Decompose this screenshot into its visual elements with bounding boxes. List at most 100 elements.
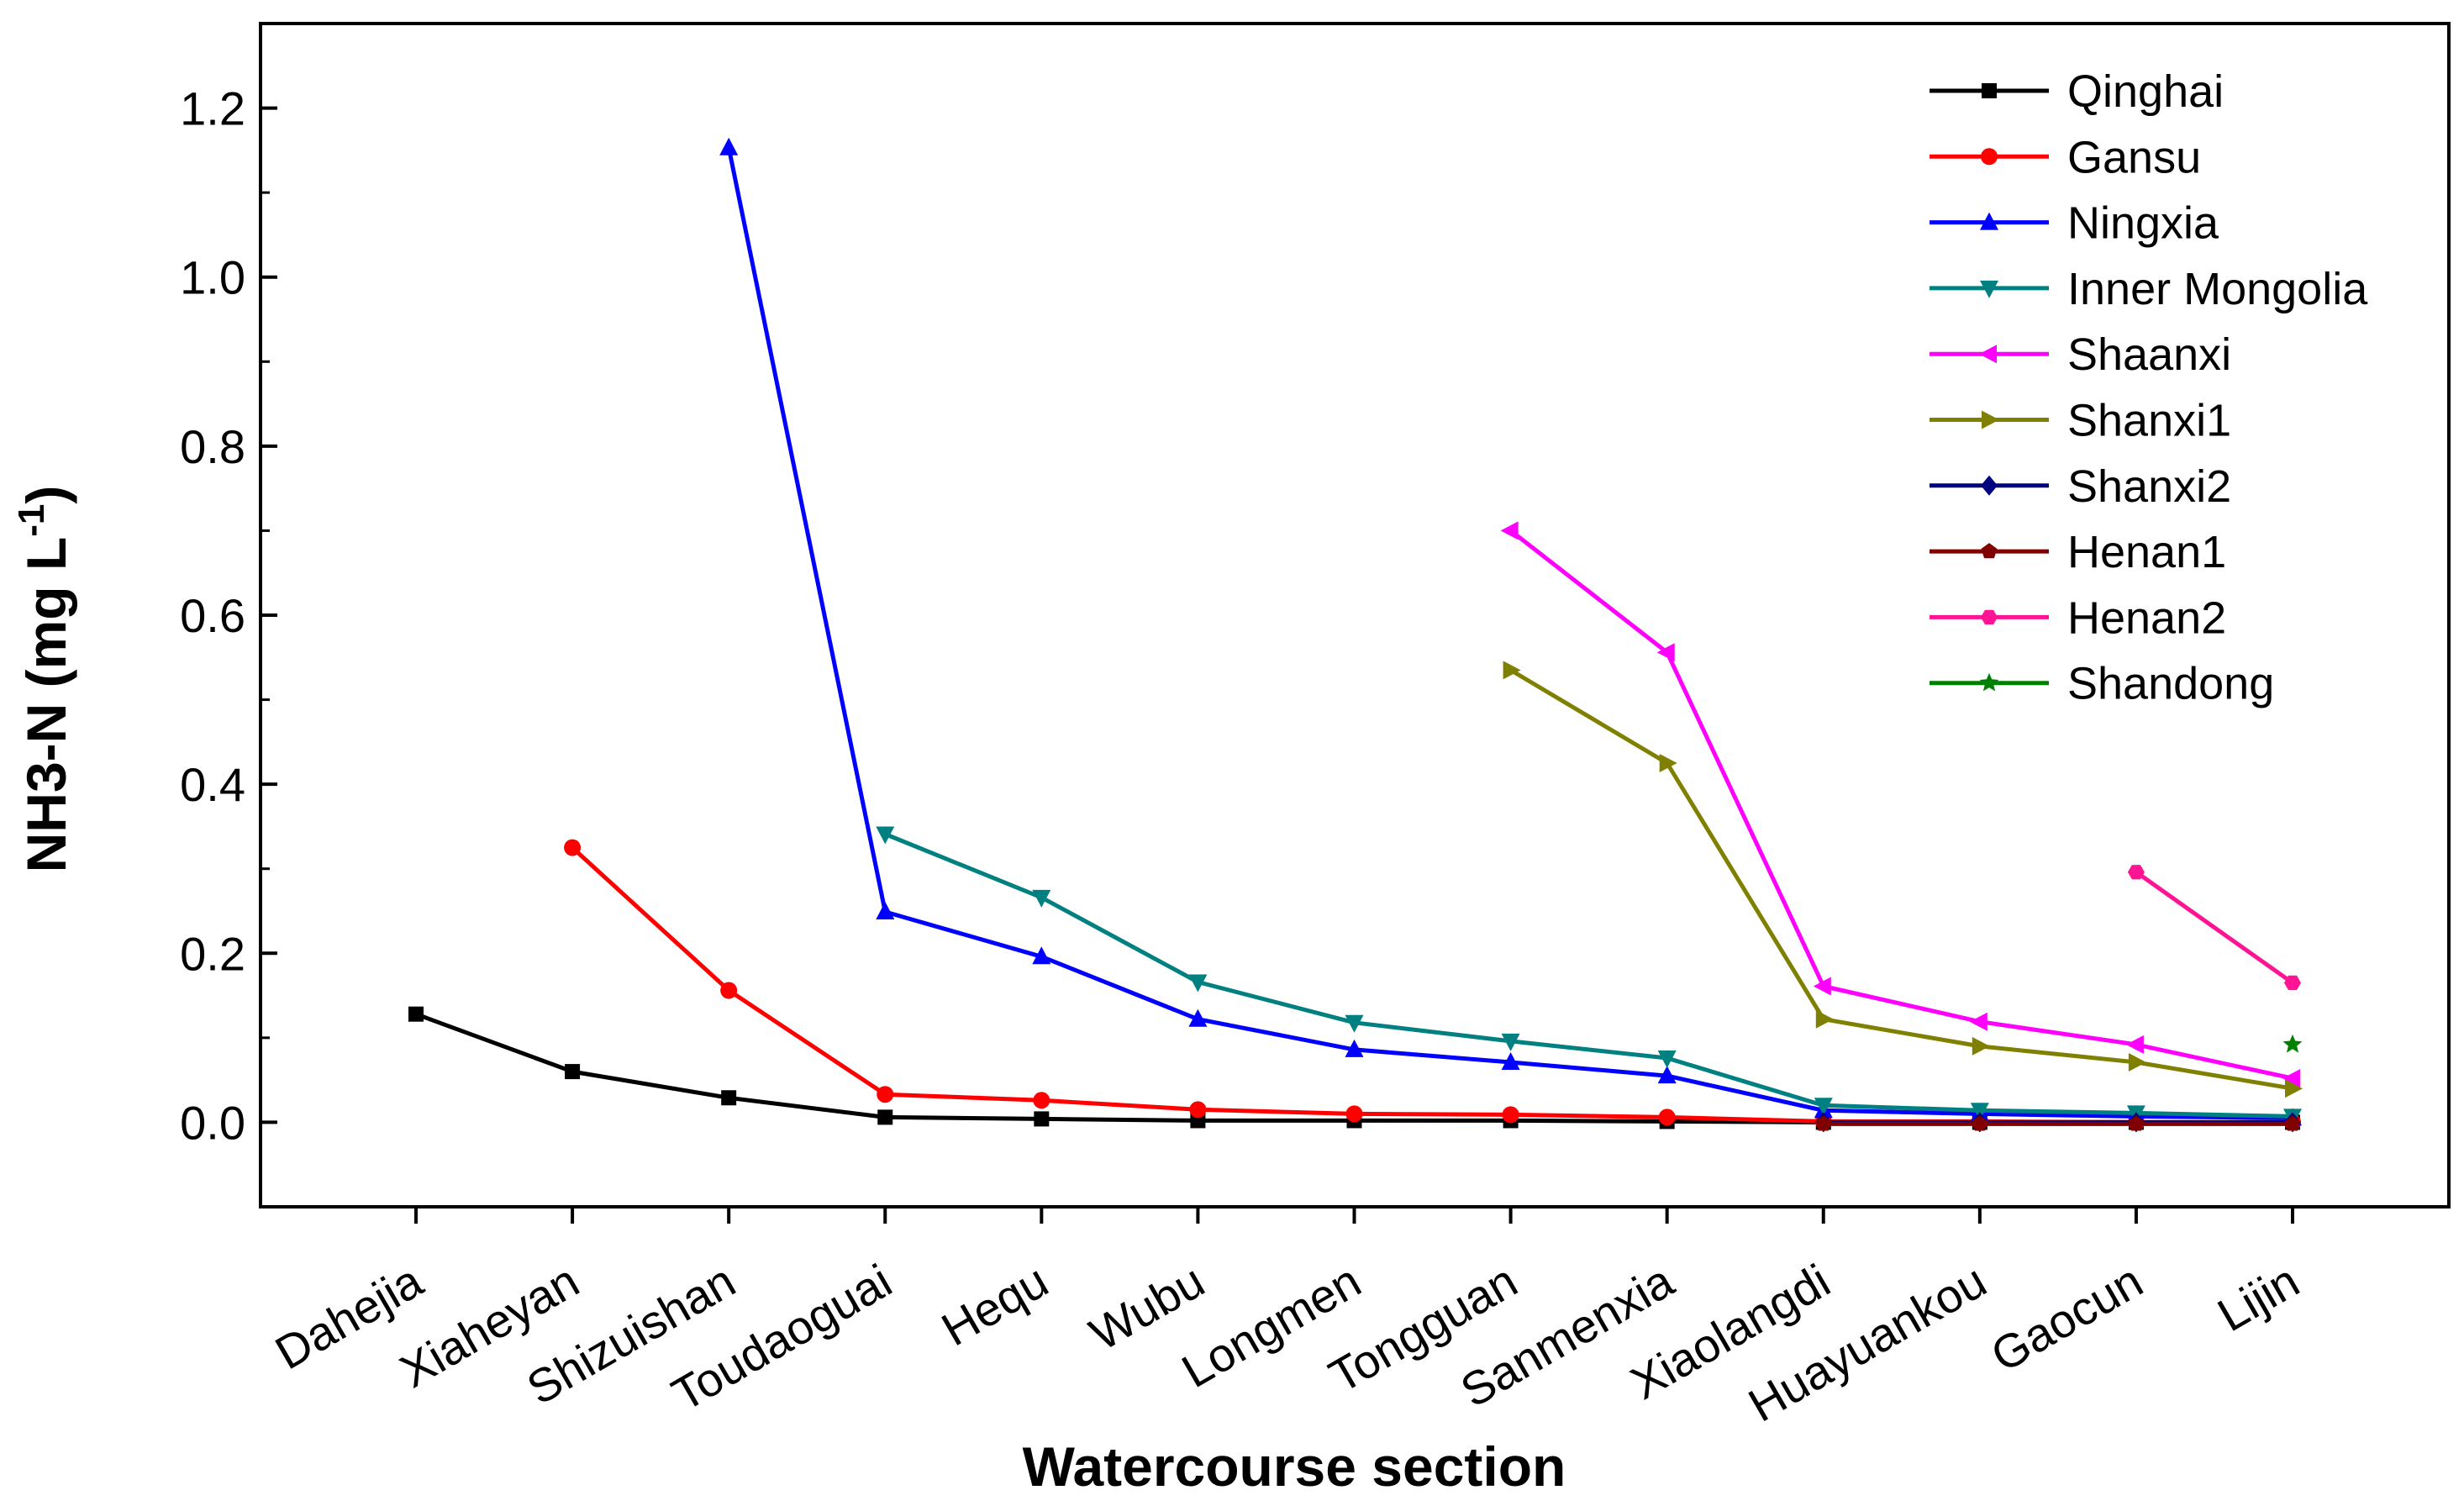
data-point-inner-mongolia — [1032, 889, 1051, 908]
legend-label-gansu: Gansu — [2067, 132, 2201, 182]
data-point-ningxia — [719, 137, 739, 155]
legend-marker-henan1 — [1981, 543, 1998, 559]
data-point-inner-mongolia — [1970, 1103, 1989, 1121]
data-point-ningxia — [1501, 1052, 1520, 1070]
data-point-henan1 — [2128, 1115, 2145, 1131]
legend-marker-gansu — [1981, 148, 1998, 166]
series-layer — [408, 137, 2303, 1133]
data-point-ningxia — [1032, 946, 1051, 965]
data-point-inner-mongolia — [876, 826, 895, 845]
series-inner-mongolia — [876, 826, 2302, 1127]
data-point-shaanxi — [1500, 521, 1519, 540]
series-line-shaanxi — [1509, 529, 2293, 1081]
data-point-gansu — [1658, 1108, 1676, 1126]
data-point-shanxi1 — [1815, 1009, 1834, 1029]
legend-label-ningxia: Ningxia — [2067, 198, 2219, 249]
data-point-inner-mongolia — [1657, 1051, 1677, 1068]
legend-label-inner-mongolia: Inner Mongolia — [2067, 264, 2368, 314]
data-point-henan1 — [1815, 1115, 1832, 1131]
data-point-gansu — [720, 982, 738, 999]
x-axis-title: Watercourse section — [1023, 1435, 1566, 1498]
data-point-shaanxi — [1969, 1012, 1988, 1031]
legend-item-inner-mongolia: Inner Mongolia — [1930, 264, 2368, 314]
data-point-gansu — [1502, 1106, 1519, 1124]
data-point-inner-mongolia — [1814, 1098, 1833, 1116]
data-point-shaanxi — [1813, 977, 1831, 996]
legend-item-shanxi1: Shanxi1 — [1930, 396, 2231, 446]
y-axis-title-superscript: -1 — [11, 504, 52, 537]
legend-marker-shanxi1 — [1982, 410, 1999, 429]
data-point-qinghai — [408, 1006, 424, 1022]
data-point-henan2 — [2127, 865, 2145, 880]
series-henan1 — [1815, 1115, 2301, 1131]
data-point-shaanxi — [2282, 1069, 2300, 1088]
data-point-gansu — [1345, 1105, 1363, 1123]
y-tick-label: 1.2 — [180, 82, 245, 135]
data-point-ningxia — [1657, 1066, 1677, 1084]
data-point-shaanxi — [1656, 643, 1675, 662]
y-tick-label: 0.8 — [180, 420, 245, 473]
data-point-ningxia — [1188, 1008, 1208, 1027]
data-point-shanxi1 — [1503, 661, 1521, 680]
data-point-shanxi1 — [2128, 1053, 2146, 1072]
data-point-gansu — [1189, 1101, 1207, 1119]
data-point-qinghai — [565, 1064, 581, 1080]
legend-item-shandong: Shandong — [1930, 659, 2274, 709]
data-point-inner-mongolia — [1501, 1033, 1520, 1051]
legend-marker-shanxi2 — [1981, 475, 1998, 496]
legend-label-henan2: Henan2 — [2067, 592, 2226, 643]
data-point-qinghai — [721, 1090, 737, 1106]
data-point-ningxia — [876, 902, 895, 919]
series-line-shanxi1 — [1509, 668, 2293, 1091]
series-shaanxi — [1500, 521, 2300, 1088]
legend-item-henan1: Henan1 — [1930, 527, 2226, 577]
y-axis-title-main: NH3-N (mg L — [15, 537, 77, 873]
y-tick-label: 0.0 — [180, 1096, 245, 1149]
legend-item-ningxia: Ningxia — [1930, 198, 2219, 249]
y-axis-title: NH3-N (mg L-1) — [11, 486, 77, 873]
legend-marker-shandong — [1979, 672, 1999, 692]
legend-marker-inner-mongolia — [1980, 280, 1998, 298]
data-point-qinghai — [877, 1109, 893, 1125]
data-point-henan1 — [2284, 1115, 2301, 1131]
series-shandong — [2282, 1034, 2303, 1053]
data-point-shanxi1 — [1659, 754, 1677, 772]
data-point-shanxi1 — [2285, 1079, 2303, 1098]
legend-label-henan1: Henan1 — [2067, 527, 2226, 577]
data-point-ningxia — [1345, 1039, 1364, 1057]
legend-item-shaanxi: Shaanxi — [1930, 329, 2231, 380]
legend-marker-shaanxi — [1979, 345, 1997, 364]
series-line-henan2 — [2135, 870, 2294, 985]
data-point-gansu — [564, 839, 582, 856]
data-point-henan1 — [1972, 1115, 1988, 1131]
y-tick-label: 0.4 — [180, 758, 245, 811]
legend-item-qinghai: Qinghai — [1930, 66, 2224, 117]
series-shanxi1 — [1503, 661, 2303, 1098]
data-point-qinghai — [1034, 1111, 1050, 1127]
legend-marker-ningxia — [1980, 212, 1998, 230]
series-henan2 — [2127, 865, 2301, 991]
legend-marker-henan2 — [1981, 609, 1998, 625]
legend-label-shandong: Shandong — [2067, 659, 2274, 709]
data-point-gansu — [877, 1086, 894, 1103]
legend-label-shanxi2: Shanxi2 — [2067, 461, 2231, 512]
data-point-shandong — [2282, 1034, 2303, 1053]
y-axis-title-suffix: ) — [15, 486, 77, 504]
data-point-gansu — [1033, 1092, 1050, 1109]
legend-item-henan2: Henan2 — [1930, 592, 2226, 643]
data-point-inner-mongolia — [1345, 1014, 1364, 1033]
data-point-inner-mongolia — [1188, 974, 1208, 993]
legend-label-qinghai: Qinghai — [2067, 66, 2224, 117]
legend-item-shanxi2: Shanxi2 — [1930, 461, 2231, 512]
legend: Qinghai Gansu Ningxia Inner Mongolia Shaanxi… — [1930, 66, 2368, 709]
y-tick-label: 0.2 — [180, 927, 245, 980]
y-tick-label: 0.6 — [180, 589, 245, 642]
data-point-shanxi1 — [1972, 1036, 1990, 1056]
legend-label-shanxi1: Shanxi1 — [2067, 396, 2231, 446]
legend-marker-qinghai — [1982, 83, 1997, 98]
data-point-shaanxi — [2125, 1035, 2144, 1054]
y-tick-label: 1.0 — [180, 251, 245, 304]
legend-label-shaanxi: Shaanxi — [2067, 329, 2231, 380]
